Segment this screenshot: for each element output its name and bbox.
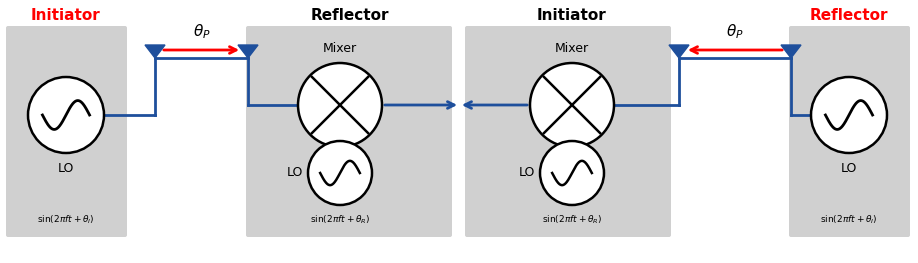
Text: Initiator: Initiator	[31, 8, 101, 23]
Text: $\sin(2\pi ft + \theta_I)$: $\sin(2\pi ft + \theta_I)$	[37, 214, 95, 226]
FancyBboxPatch shape	[789, 26, 910, 237]
Text: LO: LO	[519, 166, 535, 180]
Circle shape	[298, 63, 382, 147]
Text: Initiator: Initiator	[537, 8, 607, 23]
Circle shape	[540, 141, 604, 205]
Text: LO: LO	[286, 166, 303, 180]
Circle shape	[530, 63, 614, 147]
Circle shape	[811, 77, 887, 153]
Circle shape	[308, 141, 372, 205]
FancyBboxPatch shape	[465, 26, 671, 237]
Text: $\theta_P$: $\theta_P$	[193, 23, 210, 41]
Text: LO: LO	[841, 161, 857, 174]
Text: Reflector: Reflector	[311, 8, 389, 23]
Text: $\sin(2\pi ft + \theta_R)$: $\sin(2\pi ft + \theta_R)$	[310, 214, 370, 226]
Polygon shape	[238, 45, 258, 58]
Text: Mixer: Mixer	[323, 42, 357, 54]
Polygon shape	[669, 45, 689, 58]
FancyBboxPatch shape	[6, 26, 127, 237]
Polygon shape	[781, 45, 801, 58]
Circle shape	[28, 77, 104, 153]
FancyBboxPatch shape	[246, 26, 452, 237]
Text: Mixer: Mixer	[555, 42, 589, 54]
Text: $\sin(2\pi ft + \theta_R)$: $\sin(2\pi ft + \theta_R)$	[542, 214, 602, 226]
Text: $\theta_P$: $\theta_P$	[726, 23, 744, 41]
Polygon shape	[145, 45, 165, 58]
Text: LO: LO	[58, 161, 74, 174]
Text: $\sin(2\pi ft + \theta_I)$: $\sin(2\pi ft + \theta_I)$	[820, 214, 878, 226]
Text: Reflector: Reflector	[810, 8, 889, 23]
